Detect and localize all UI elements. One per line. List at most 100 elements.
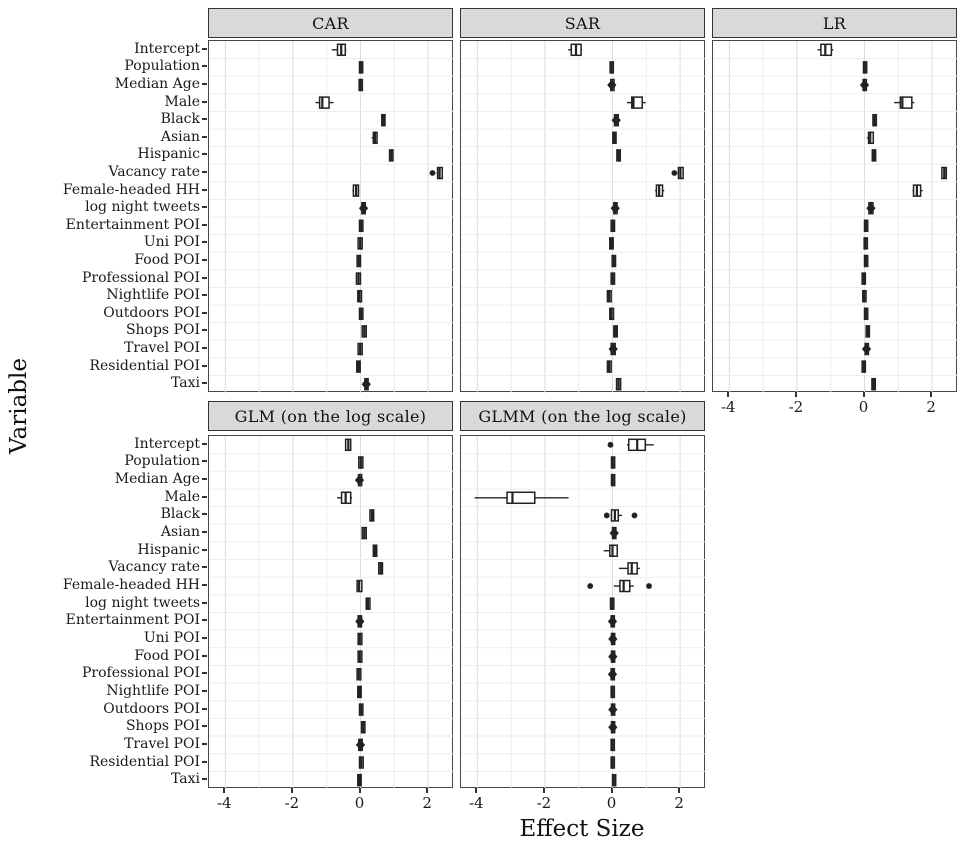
boxplot-glm-uni-poi bbox=[357, 632, 363, 646]
y-tick-mark bbox=[202, 584, 207, 587]
diamond-marker bbox=[608, 704, 618, 716]
boxplot-glmm-food-poi bbox=[608, 650, 618, 663]
x-tick-mark bbox=[475, 788, 478, 793]
facet-strip-sar: SAR bbox=[460, 8, 705, 38]
y-tick-mark bbox=[202, 742, 207, 745]
boxplot-glm-shops-poi bbox=[360, 720, 366, 734]
boxplot-glmm-intercept bbox=[607, 438, 654, 452]
boxplot-car-outdoors-poi bbox=[358, 307, 364, 321]
y-tick-label: Female-headed HH bbox=[62, 577, 200, 594]
boxplot-car-population bbox=[358, 61, 364, 74]
boxplot-lr-population bbox=[862, 61, 868, 74]
boxplot-car-log-night-tweets bbox=[358, 201, 369, 215]
y-tick-label: Median Age bbox=[114, 471, 200, 488]
boxplot-glmm-outdoors-poi bbox=[608, 703, 618, 716]
y-tick-label: Travel POI bbox=[124, 735, 200, 752]
boxplot-car-asian bbox=[371, 131, 378, 145]
diamond-marker bbox=[610, 202, 620, 214]
diamond-marker bbox=[355, 739, 366, 751]
boxplot-sar-outdoors-poi bbox=[609, 307, 615, 321]
diamond-marker bbox=[608, 721, 618, 733]
boxplot-car-intercept bbox=[331, 43, 347, 57]
boxplot-car-median-age bbox=[358, 78, 364, 92]
y-tick-label: Uni POI bbox=[143, 629, 200, 646]
diamond-marker bbox=[859, 79, 870, 91]
outlier-point bbox=[631, 512, 638, 519]
y-tick-mark bbox=[202, 171, 207, 173]
y-tick-label: Taxi bbox=[171, 771, 200, 788]
boxplot-glm-nightlife-poi bbox=[357, 685, 362, 699]
boxplot-sar-vacancy-rate bbox=[671, 166, 684, 180]
boxplot-glmm-population bbox=[610, 456, 616, 469]
boxplot-car-vacancy-rate bbox=[429, 166, 444, 180]
diamond-marker bbox=[607, 615, 618, 627]
boxplot-lr-asian bbox=[866, 131, 875, 145]
boxplot-glm-male bbox=[337, 491, 353, 505]
boxplot-glmm-vacancy-rate bbox=[618, 562, 640, 575]
y-tick-label: Residential POI bbox=[89, 357, 200, 374]
boxplot-car-residential-poi bbox=[356, 360, 361, 373]
boxplot-lr-hispanic bbox=[871, 149, 877, 162]
boxplot-glmm-uni-poi bbox=[608, 632, 618, 646]
boxplot-glm-intercept bbox=[344, 438, 352, 452]
y-tick-label: Entertainment POI bbox=[65, 612, 200, 629]
boxplot-glm-travel-poi bbox=[355, 738, 366, 752]
facet-plot-car bbox=[209, 41, 454, 393]
boxplot-glm-vacancy-rate bbox=[378, 562, 384, 575]
diamond-marker bbox=[355, 615, 365, 627]
y-tick-label: Hispanic bbox=[137, 541, 200, 558]
y-tick-label: log night tweets bbox=[85, 199, 200, 216]
y-tick-label: Male bbox=[164, 93, 200, 110]
boxplot-glmm-residential-poi bbox=[610, 756, 616, 769]
x-tick-mark bbox=[542, 788, 545, 793]
boxplot-glm-food-poi bbox=[357, 650, 363, 663]
y-tick-label: Population bbox=[124, 58, 200, 75]
boxplot-sar-food-poi bbox=[611, 254, 617, 268]
boxplot-car-shops-poi bbox=[361, 325, 367, 338]
x-tick-label: -2 bbox=[788, 398, 804, 416]
boxplot-lr-vacancy-rate bbox=[941, 166, 948, 180]
boxplot-lr-taxi bbox=[871, 377, 877, 391]
x-tick-label: -4 bbox=[720, 398, 736, 416]
boxplot-glmm-taxi bbox=[611, 773, 617, 787]
outlier-point bbox=[646, 583, 652, 589]
y-tick-mark bbox=[202, 760, 207, 763]
y-tick-label: Intercept bbox=[134, 435, 200, 452]
y-tick-mark bbox=[202, 241, 207, 244]
y-tick-mark bbox=[202, 135, 207, 138]
boxplot-glmm-female-headed-hh bbox=[587, 579, 652, 593]
boxplot-lr-entertainment-poi bbox=[863, 219, 869, 233]
y-tick-mark bbox=[202, 188, 207, 191]
y-tick-label: Professional POI bbox=[81, 269, 200, 286]
boxplot-car-male bbox=[315, 96, 334, 109]
boxplot-sar-travel-poi bbox=[608, 342, 618, 356]
outlier-point bbox=[587, 583, 594, 589]
facet-panel-glm bbox=[208, 435, 454, 789]
x-tick-mark bbox=[358, 788, 361, 793]
x-tick-mark bbox=[426, 788, 429, 793]
boxplot-car-professional-poi bbox=[355, 272, 362, 285]
x-tick-label: -2 bbox=[284, 794, 300, 812]
y-tick-mark bbox=[202, 689, 207, 692]
y-tick-mark bbox=[202, 206, 207, 209]
y-tick-label: Travel POI bbox=[124, 340, 200, 356]
y-tick-mark bbox=[202, 47, 207, 50]
boxplot-car-nightlife-poi bbox=[357, 289, 363, 303]
diamond-marker bbox=[866, 202, 876, 214]
boxplot-sar-uni-poi bbox=[609, 237, 614, 250]
y-tick-mark bbox=[202, 100, 207, 103]
boxplot-car-female-headed-hh bbox=[352, 184, 360, 197]
y-tick-label: Taxi bbox=[171, 375, 200, 392]
boxplot-lr-male bbox=[894, 96, 915, 109]
boxplot-sar-nightlife-poi bbox=[606, 289, 612, 303]
x-tick-mark bbox=[862, 392, 865, 397]
boxplot-car-hispanic bbox=[388, 149, 394, 162]
boxplot-sar-hispanic bbox=[616, 149, 622, 162]
boxplot-glm-log-night-tweets bbox=[365, 597, 371, 610]
diamond-marker bbox=[607, 668, 618, 680]
y-tick-label: Intercept bbox=[134, 40, 200, 57]
y-tick-label: Male bbox=[164, 488, 200, 505]
y-tick-mark bbox=[202, 548, 207, 551]
boxplot-sar-male bbox=[627, 96, 646, 109]
